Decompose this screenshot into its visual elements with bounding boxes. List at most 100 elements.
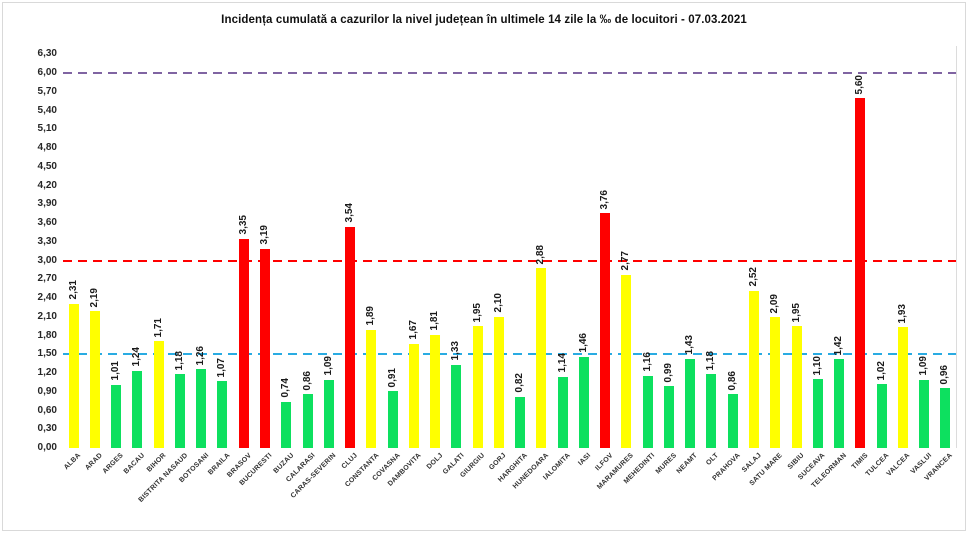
- bar-value-label: 2,52: [748, 267, 759, 287]
- bar-ARGES: [111, 384, 122, 448]
- bar-group: 3,19 BUCURESTI: [239, 46, 275, 487]
- bar-CARAS-SEVERIN: [323, 379, 334, 448]
- bar-value-label: 0,74: [280, 378, 292, 398]
- bar-CONSTANTA: [366, 329, 377, 448]
- bar-value-label: 2,09: [769, 293, 781, 314]
- bar-value-label: 1,01: [110, 361, 122, 381]
- bar-BACAU: [132, 370, 143, 448]
- bar-value-label: 0,86: [726, 370, 738, 391]
- y-tick-label: 5,10: [37, 123, 57, 135]
- y-tick-label: 1,20: [37, 367, 57, 378]
- bar-value-label: 1,16: [641, 352, 653, 372]
- y-tick-label: 4,20: [37, 179, 57, 191]
- bar-COVASNA: [387, 391, 398, 448]
- bar-PRAHOVA: [727, 394, 738, 448]
- chart-card: Incidența cumulată a cazurilor la nivel …: [2, 2, 966, 531]
- bar-value-label: 3,76: [599, 189, 611, 209]
- bar-MURES: [663, 386, 674, 448]
- bar-ALBA: [68, 303, 79, 448]
- bar-HARGHITA: [515, 396, 526, 448]
- bar-ARAD: [89, 311, 100, 448]
- bar-IALOMITA: [557, 376, 568, 448]
- bar-group: 3,76 ILFOV: [594, 46, 616, 473]
- bar-group: 1,10 SUCEAVA: [797, 46, 828, 482]
- bar-value-label: 1,18: [705, 350, 717, 371]
- bar-value-label: 1,71: [152, 317, 164, 338]
- bar-BISTRITA NASAUD: [174, 374, 185, 448]
- bar-category-label: ARAD: [84, 452, 104, 472]
- bar-value-label: 2,31: [67, 280, 79, 300]
- y-tick-label: 5,70: [37, 85, 57, 97]
- bar-group: 1,18 OLT: [701, 46, 722, 467]
- bar-value-label: 0,82: [514, 373, 526, 393]
- bar-value-label: 1,09: [918, 356, 930, 376]
- bar-value-label: 1,26: [195, 345, 207, 366]
- bar-BOTOSANI: [196, 369, 207, 448]
- bar-group: 1,01 ARGES: [102, 46, 127, 475]
- bar-group: 1,42 TELEORMAN: [810, 46, 849, 490]
- bar-TELEORMAN: [834, 359, 845, 448]
- y-tick-label: 0,00: [37, 442, 57, 453]
- bar-group: 2,09 SATU MARE: [749, 46, 786, 487]
- bar-GIURGIU: [472, 326, 483, 448]
- bar-value-label: 5,60: [854, 74, 866, 94]
- bar-group: 1,71 BIHOR: [146, 46, 169, 474]
- y-tick-label: 2,40: [37, 292, 57, 303]
- bar-group: 1,24 BACAU: [123, 46, 148, 476]
- bar-group: 2,19 ARAD: [84, 46, 105, 472]
- bar-category-label: OLT: [705, 452, 721, 467]
- bar-SUCEAVA: [812, 379, 823, 448]
- bar-value-label: 1,67: [407, 320, 419, 340]
- y-tick-label: 0,30: [37, 423, 57, 435]
- bar-value-label: 1,89: [365, 306, 377, 326]
- bar-group: 0,96 VRANCEA: [924, 46, 956, 483]
- bar-VASLUI: [919, 379, 930, 448]
- threshold-line-1,50: [63, 353, 956, 356]
- bar-group: 0,86 PRAHOVA: [711, 46, 743, 483]
- bar-value-label: 3,19: [258, 225, 270, 245]
- y-tick-label: 3,60: [37, 217, 57, 228]
- y-tick-label: 3,00: [37, 254, 57, 266]
- bar-OLT: [706, 374, 717, 448]
- bar-group: 0,99 MURES: [654, 46, 679, 476]
- y-tick-label: 0,90: [37, 385, 57, 397]
- bar-group: 1,33 GALATI: [441, 46, 467, 475]
- y-tick-label: 4,80: [37, 142, 57, 153]
- y-tick-label: 1,80: [37, 329, 57, 341]
- y-tick-label: 1,50: [37, 348, 57, 360]
- bar-SALAJ: [749, 290, 759, 448]
- bar-group: 0,86 CALARASI: [285, 46, 318, 484]
- bar-category-label: DOLJ: [425, 452, 445, 471]
- bar-VALCEA: [897, 327, 908, 448]
- bar-IASI: [578, 356, 589, 448]
- bar-MARAMURES: [621, 274, 632, 448]
- bar-value-label: 1,10: [811, 355, 823, 376]
- bar-group: 0,91 COVASNA: [371, 46, 403, 483]
- bar-value-label: 1,24: [131, 347, 143, 367]
- bar-HUNEDOARA: [536, 268, 547, 448]
- bar-group: 1,67 DAMBOVITA: [387, 46, 424, 488]
- bar-value-label: 1,18: [173, 350, 185, 371]
- bar-group: 1,09 CARAS-SEVERIN: [290, 46, 339, 499]
- bar-value-label: 0,91: [386, 367, 398, 388]
- bar-value-label: 2,19: [88, 287, 100, 308]
- bar-group: 1,95 GIURGIU: [459, 46, 488, 479]
- bar-value-label: 1,46: [577, 333, 589, 353]
- bar-category-label: ALBA: [63, 452, 83, 472]
- bar-group: 0,82 HARGHITA: [497, 46, 531, 484]
- bar-group: 2,52 SALAJ: [741, 46, 764, 474]
- y-tick-label: 2,10: [37, 310, 57, 322]
- bar-value-label: 1,81: [429, 311, 441, 331]
- bar-category-label: MURES: [654, 452, 678, 476]
- bar-value-label: 1,93: [896, 303, 908, 324]
- bar-value-label: 0,99: [662, 362, 674, 383]
- plot-area: 0,00 0,30 0,60 0,90 1,20 1,50 1,80 2,10 2,40 2,70…: [38, 46, 957, 504]
- bar-MEHEDINTI: [642, 375, 653, 448]
- bar-value-label: 2,10: [492, 293, 504, 313]
- bar-group: 2,77 MARAMURES: [596, 46, 637, 491]
- bar-group: 1,14 IALOMITA: [542, 46, 573, 481]
- bar-group: 1,18 BISTRITA NASAUD: [137, 46, 190, 504]
- bar-group: 5,60 TIMIS: [850, 46, 871, 471]
- threshold-line-3,00: [63, 259, 956, 262]
